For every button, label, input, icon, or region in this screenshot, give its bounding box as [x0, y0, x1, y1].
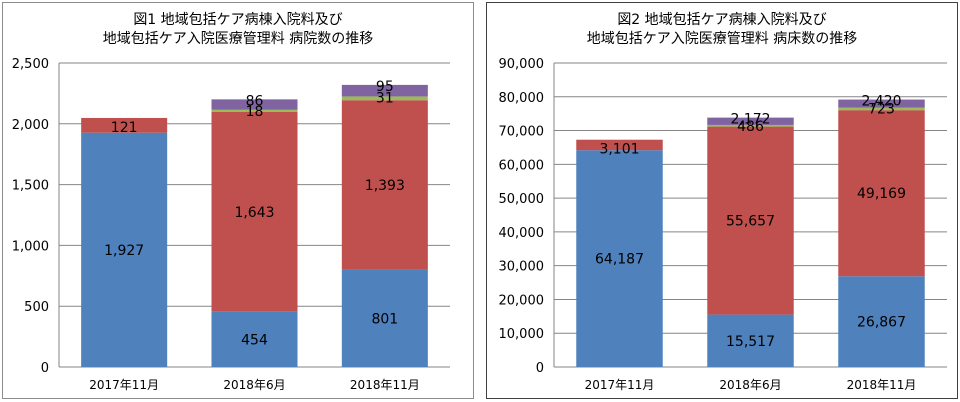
x-tick-label: 2017年11月: [585, 378, 655, 392]
chart-title-line1: 図1 地域包括ケア病棟入院料及び: [133, 12, 343, 28]
bar-segment: [211, 109, 298, 113]
bar-segment: [707, 314, 794, 367]
data-label: 86: [246, 93, 264, 109]
bar-segment: [341, 96, 428, 101]
bar-segment: [81, 117, 168, 133]
data-label: 1,927: [104, 243, 144, 259]
data-label: 2,420: [861, 94, 901, 110]
data-label: 31: [376, 90, 394, 106]
x-tick-label: 2018年6月: [223, 378, 285, 392]
bar-segment: [81, 132, 168, 367]
bar-segment: [838, 107, 925, 111]
data-label: 121: [111, 120, 138, 136]
chart-title: 図2 地域包括ケア病棟入院料及び 地域包括ケア入院医療管理料 病床数の推移: [487, 11, 957, 49]
x-tick-label: 2018年11月: [350, 378, 420, 392]
x-tick-label: 2018年11月: [847, 378, 917, 392]
data-label: 723: [868, 102, 895, 118]
bar-segment: [707, 124, 794, 127]
data-label: 454: [241, 332, 268, 348]
y-tick-label: 60,000: [499, 158, 545, 173]
data-label: 486: [737, 119, 764, 135]
chart-panel-hospitals: 図1 地域包括ケア病棟入院料及び 地域包括ケア入院医療管理料 病院数の推移 0 5…: [2, 2, 474, 399]
data-label: 2,172: [730, 112, 770, 128]
bar-segment: [838, 110, 925, 277]
y-tick-label: 80,000: [499, 91, 545, 106]
x-tick-label: 2018年6月: [719, 378, 781, 392]
bar-segment: [341, 269, 428, 367]
data-label: 64,187: [595, 252, 644, 268]
data-label: 18: [246, 104, 264, 120]
data-label: 49,169: [857, 186, 906, 202]
data-label: 26,867: [857, 315, 906, 331]
y-tick-label: 10,000: [499, 327, 545, 342]
bar-segment: [707, 117, 794, 125]
bar-segment: [576, 150, 663, 367]
y-tick-label: 20,000: [499, 293, 545, 308]
bar-segment: [576, 139, 663, 151]
y-tick-label: 500: [24, 300, 49, 315]
data-label: 55,657: [726, 214, 775, 230]
y-tick-label: 50,000: [499, 192, 545, 207]
bar-segment: [341, 100, 428, 270]
y-tick-label: 0: [41, 361, 49, 376]
y-tick-label: 30,000: [499, 260, 545, 275]
chart-title-line1: 図2 地域包括ケア病棟入院料及び: [617, 12, 827, 28]
bar-segment: [211, 99, 298, 110]
data-label: 15,517: [726, 334, 775, 350]
stacked-bar-chart-hospitals: 0 500 1,000 1,500 2,000 2,500 2017年11月 1,927 121…: [12, 57, 450, 392]
bar-segment: [838, 99, 925, 108]
y-tick-label: 90,000: [499, 57, 545, 72]
data-label: 95: [376, 79, 394, 95]
data-label: 1,643: [234, 205, 274, 221]
y-tick-label: 1,000: [12, 239, 49, 254]
chart-title-line2: 地域包括ケア入院医療管理料 病院数の推移: [102, 31, 374, 47]
y-tick-label: 0: [536, 361, 544, 376]
y-tick-label: 2,000: [12, 118, 49, 133]
chart-title: 図1 地域包括ケア病棟入院料及び 地域包括ケア入院医療管理料 病院数の推移: [3, 11, 473, 49]
data-label: 1,393: [365, 178, 405, 194]
bar-segment: [211, 311, 298, 367]
y-tick-label: 70,000: [499, 125, 545, 140]
stacked-bar-chart-beds: 0 10,000 20,000 30,000 40,000 50,000 60,000 70,…: [499, 57, 947, 392]
bar-segment: [838, 276, 925, 367]
y-tick-label: 1,500: [12, 179, 49, 194]
bar-segment: [707, 126, 794, 315]
y-tick-label: 2,500: [12, 57, 49, 72]
bar-segment: [341, 84, 428, 97]
x-tick-label: 2017年11月: [89, 378, 159, 392]
data-label: 801: [371, 311, 398, 327]
data-label: 3,101: [599, 142, 639, 158]
chart-panel-beds: 図2 地域包括ケア病棟入院料及び 地域包括ケア入院医療管理料 病床数の推移 0 1…: [486, 2, 958, 399]
bar-segment: [211, 112, 298, 312]
chart-title-line2: 地域包括ケア入院医療管理料 病床数の推移: [586, 31, 858, 47]
y-tick-label: 40,000: [499, 226, 545, 241]
